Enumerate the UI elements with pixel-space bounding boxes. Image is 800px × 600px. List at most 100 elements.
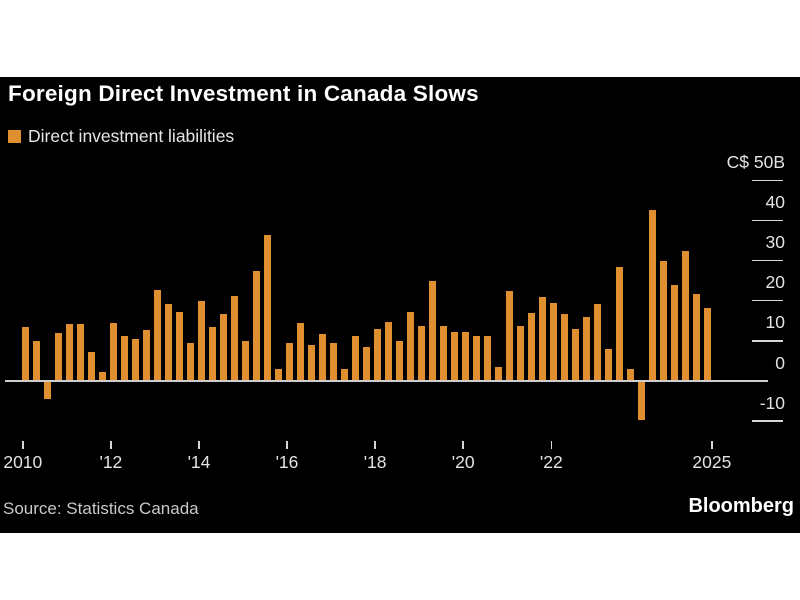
y-axis-label: -10 — [759, 392, 785, 413]
bar — [187, 343, 194, 381]
bar — [682, 250, 690, 381]
bar — [242, 340, 249, 381]
y-axis-tick — [752, 420, 783, 422]
y-axis-label: 10 — [765, 312, 785, 333]
bar — [153, 290, 161, 381]
x-axis-tick — [462, 441, 464, 449]
bar — [704, 308, 712, 381]
bar — [473, 336, 481, 381]
bar — [462, 332, 470, 381]
x-axis-tick — [198, 441, 200, 449]
bar — [363, 346, 371, 381]
bar — [396, 340, 404, 381]
bar — [198, 300, 205, 381]
bar — [352, 335, 360, 381]
bar — [175, 311, 183, 381]
y-axis-label: C$ 50B — [726, 151, 785, 172]
bar — [21, 327, 29, 381]
y-axis-label: 30 — [765, 232, 785, 253]
bar — [264, 234, 271, 381]
bar — [32, 340, 40, 381]
x-axis-label: '16 — [275, 452, 299, 472]
x-axis-label: '14 — [187, 452, 211, 472]
bar — [385, 322, 393, 381]
bar — [616, 266, 624, 381]
bar — [451, 332, 459, 381]
legend: Direct investment liabilities — [8, 125, 235, 146]
x-axis-line — [5, 380, 768, 382]
bar — [693, 293, 701, 381]
x-axis-tick — [286, 441, 288, 449]
bar — [341, 369, 349, 381]
bar — [374, 329, 382, 381]
y-axis-label: 40 — [765, 191, 785, 212]
bar — [550, 303, 558, 381]
bar — [65, 324, 73, 381]
y-axis-tick — [752, 259, 783, 262]
bar — [528, 313, 536, 381]
source-note: Source: Statistics Canada — [3, 499, 199, 518]
bar — [286, 342, 293, 381]
bloomberg-logo: Bloomberg — [688, 495, 794, 517]
bar — [506, 291, 514, 381]
bar — [209, 327, 216, 381]
bar — [407, 311, 415, 381]
y-axis-label: 20 — [765, 272, 785, 293]
bar — [109, 322, 117, 381]
bar — [319, 333, 327, 381]
chart-title: Foreign Direct Investment in Canada Slow… — [8, 81, 479, 106]
y-axis-tick — [752, 299, 783, 302]
y-axis-tick — [752, 340, 783, 342]
bar — [54, 333, 62, 381]
bar — [98, 371, 106, 381]
bar — [583, 316, 591, 381]
bar — [275, 369, 282, 381]
x-axis-tick — [711, 441, 713, 449]
bar — [495, 367, 503, 381]
bar — [429, 281, 437, 381]
x-axis-tick — [550, 441, 552, 449]
bar — [231, 296, 238, 381]
bar — [627, 368, 635, 381]
bar — [297, 323, 305, 381]
bar — [594, 303, 602, 381]
y-axis-label: 0 — [775, 352, 785, 373]
bar — [561, 314, 569, 381]
x-axis-label: '18 — [363, 452, 387, 472]
bar — [539, 296, 547, 381]
x-axis-label: '12 — [99, 452, 123, 472]
bar — [660, 261, 668, 381]
bar — [484, 336, 492, 381]
bar — [76, 324, 84, 381]
bar — [308, 344, 316, 381]
bar — [87, 351, 95, 381]
y-axis-tick — [752, 219, 783, 222]
bar — [572, 328, 580, 381]
bar — [418, 325, 426, 381]
bar — [43, 381, 51, 400]
bar — [164, 303, 172, 381]
bar — [605, 348, 613, 381]
bar — [517, 325, 525, 381]
bar — [131, 339, 139, 381]
x-axis-tick — [22, 441, 24, 449]
bar — [649, 209, 657, 381]
x-axis-label: 2025 — [692, 452, 732, 472]
x-axis-label: 2010 — [3, 452, 43, 472]
y-axis-tick — [752, 179, 783, 181]
x-axis-tick — [110, 441, 112, 449]
bar — [671, 284, 679, 381]
legend-label: Direct investment liabilities — [28, 125, 235, 146]
bar — [220, 314, 227, 381]
x-axis-tick — [374, 441, 376, 449]
x-axis-label: '20 — [451, 452, 475, 472]
bar — [253, 271, 260, 381]
bar — [120, 336, 128, 381]
bar — [638, 381, 646, 421]
bar — [440, 326, 448, 381]
legend-swatch-icon — [8, 129, 21, 143]
x-axis-label: '22 — [539, 452, 563, 472]
bar — [142, 329, 150, 381]
